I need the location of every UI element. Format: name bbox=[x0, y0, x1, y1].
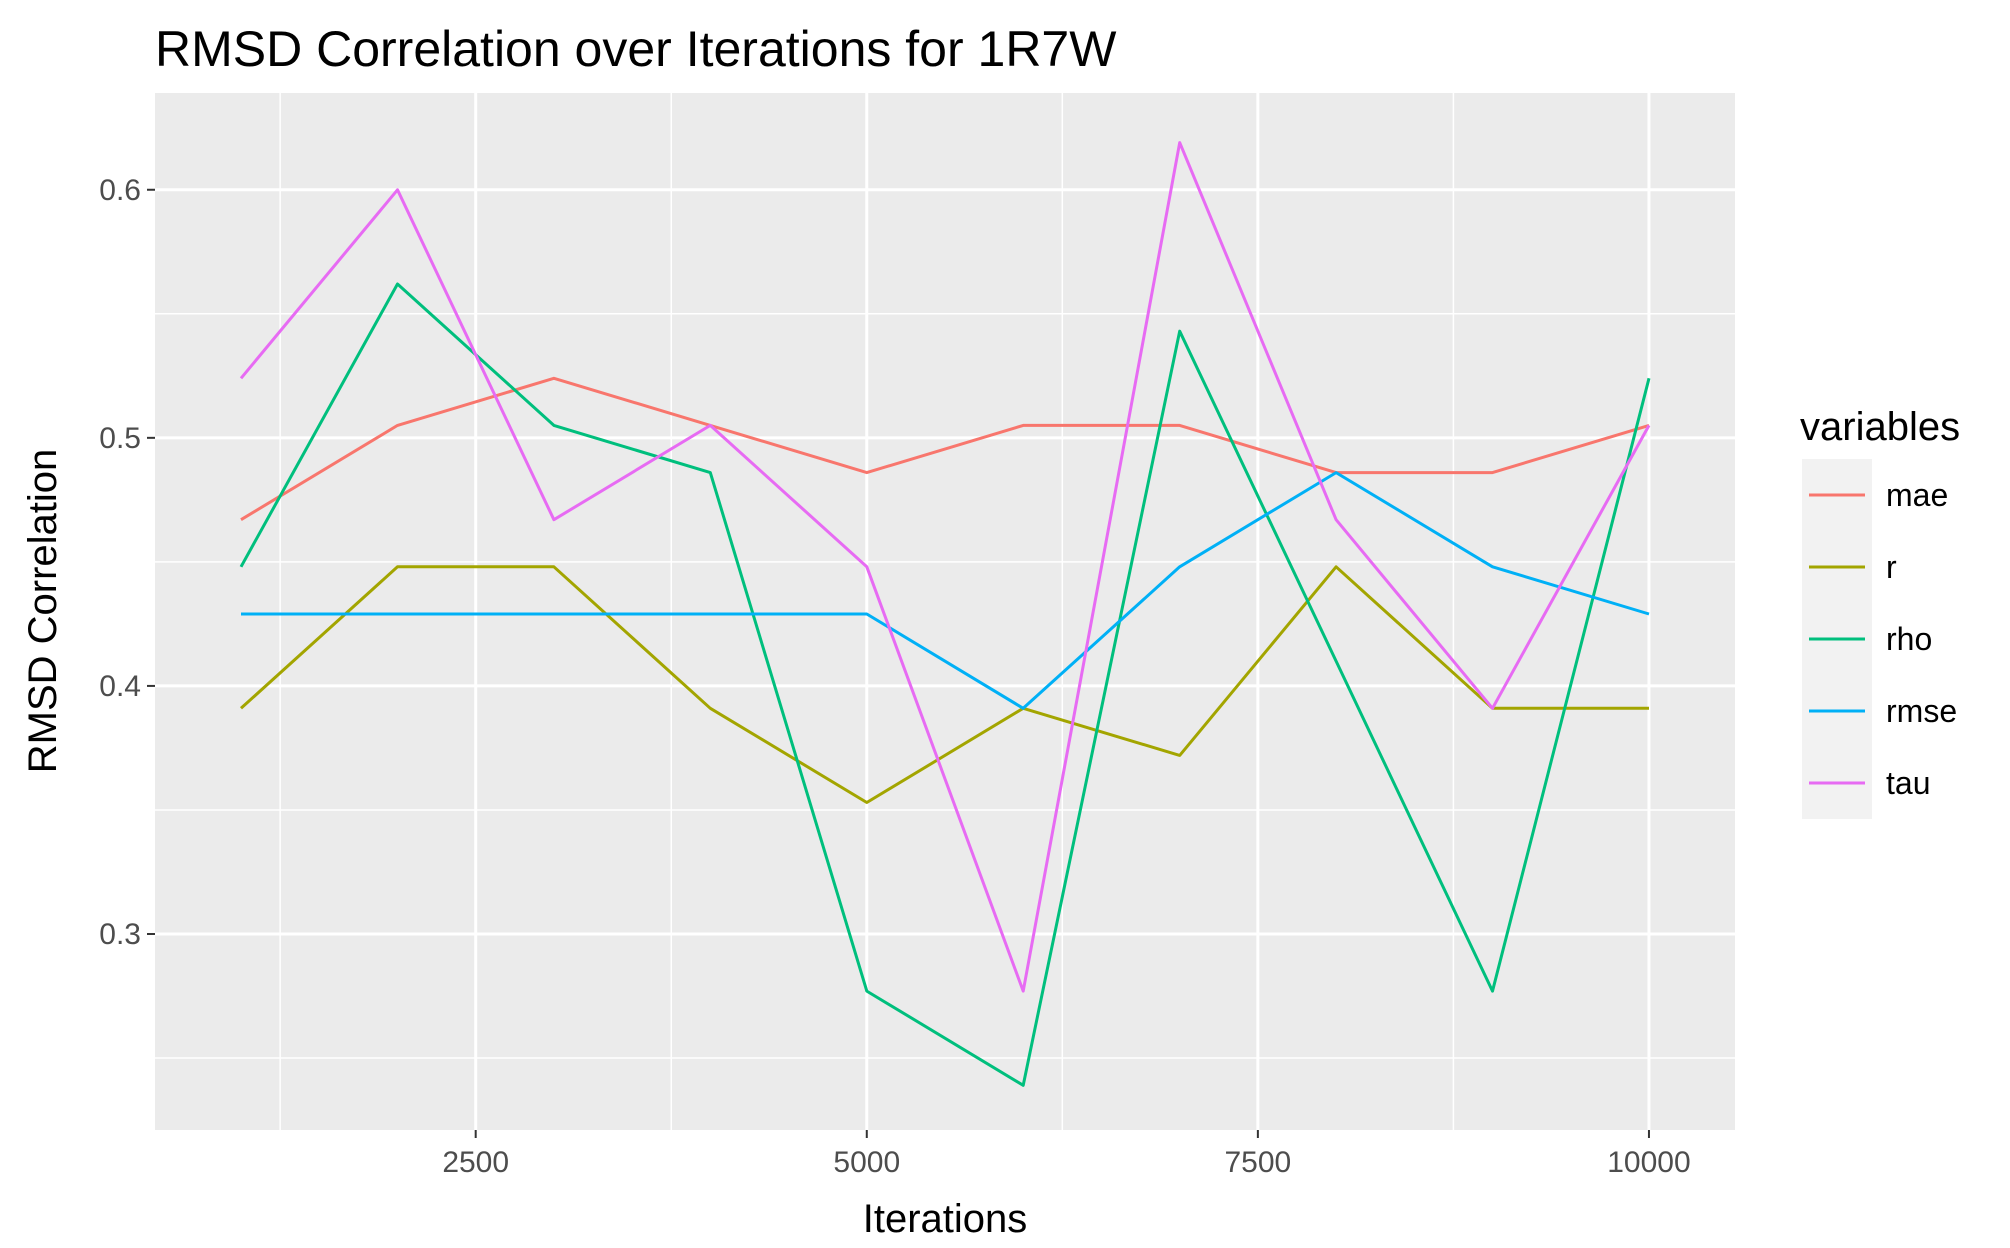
series-line-r bbox=[239, 565, 1649, 804]
legend-label-tau: tau bbox=[1886, 765, 1930, 801]
major-gridlines bbox=[155, 93, 1735, 1130]
legend-label-rho: rho bbox=[1886, 621, 1932, 657]
legend-items: mae r rho rmse tau bbox=[1802, 459, 1957, 819]
y-tick-label: 0.5 bbox=[99, 422, 141, 455]
chart-title: RMSD Correlation over Iterations for 1R7… bbox=[155, 21, 1117, 77]
x-axis-title: Iterations bbox=[863, 1197, 1028, 1241]
x-tick-label: 10000 bbox=[1607, 1146, 1690, 1179]
y-axis-title: RMSD Correlation bbox=[21, 449, 65, 774]
y-tick-label: 0.4 bbox=[99, 670, 141, 703]
legend: variables mae r rho rmse tau bbox=[1800, 405, 1960, 819]
plot-panel bbox=[155, 93, 1735, 1130]
legend-label-r: r bbox=[1886, 549, 1897, 585]
series-line-tau bbox=[239, 141, 1651, 993]
x-tick-label: 7500 bbox=[1224, 1146, 1291, 1179]
y-axis: 0.3 0.4 0.5 0.6 bbox=[99, 174, 155, 951]
series-lines bbox=[239, 141, 1651, 1087]
legend-label-rmse: rmse bbox=[1886, 693, 1957, 729]
series-line-rmse bbox=[241, 471, 1650, 710]
legend-label-mae: mae bbox=[1886, 477, 1948, 513]
x-tick-label: 2500 bbox=[442, 1146, 509, 1179]
y-tick-label: 0.3 bbox=[99, 918, 141, 951]
minor-gridlines bbox=[155, 93, 1735, 1130]
x-axis: 2500 5000 7500 10000 bbox=[442, 1130, 1691, 1179]
legend-title: variables bbox=[1800, 405, 1960, 449]
x-tick-label: 5000 bbox=[833, 1146, 900, 1179]
series-line-mae bbox=[240, 376, 1650, 521]
y-tick-label: 0.6 bbox=[99, 174, 141, 207]
